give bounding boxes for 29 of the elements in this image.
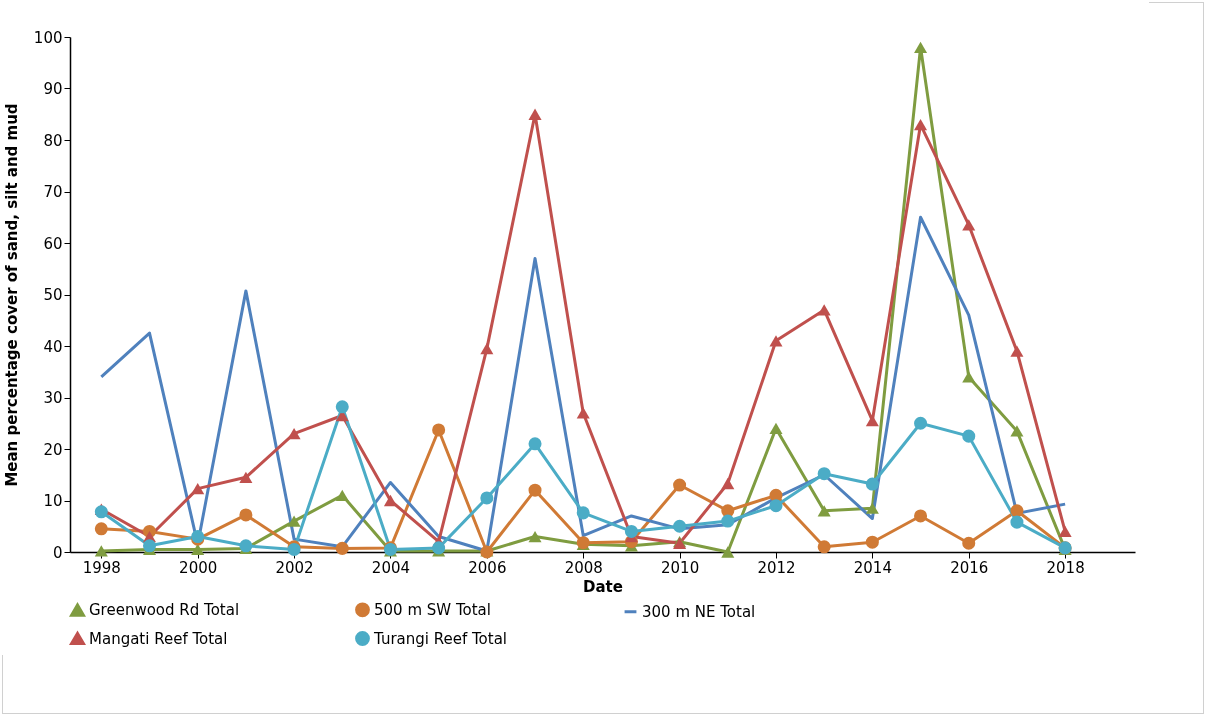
x-tick-label: 2012 xyxy=(757,558,796,577)
x-tick-label: 2004 xyxy=(371,558,411,577)
x-tick-label: 2008 xyxy=(564,558,603,577)
y-tick-label: 90 xyxy=(43,80,63,98)
x-tick-label: 2018 xyxy=(1046,558,1085,577)
y-tick-label: 10 xyxy=(43,492,63,510)
x-axis-title: Date xyxy=(583,577,623,596)
legend-label: Turangi Reef Total xyxy=(373,629,508,648)
y-tick-label: 70 xyxy=(43,183,63,201)
y-tick-label: 30 xyxy=(43,389,63,407)
x-tick-label: 2016 xyxy=(950,558,989,577)
y-tick-label: 20 xyxy=(43,440,63,459)
legend-label: 500 m SW Total xyxy=(374,600,491,619)
x-tick-label: 2000 xyxy=(179,558,218,577)
y-tick-label: 40 xyxy=(43,337,63,356)
x-tick-label: 2010 xyxy=(661,558,700,577)
x-tick-label: 2006 xyxy=(468,558,507,577)
legend-label: 300 m NE Total xyxy=(642,602,756,621)
x-tick-label: 2002 xyxy=(275,558,314,577)
x-tick-label: 2014 xyxy=(853,558,892,577)
legend-label: Greenwood Rd Total xyxy=(89,601,240,620)
y-tick-label: 0 xyxy=(52,543,63,562)
y-tick-label: 100 xyxy=(33,28,63,47)
y-tick-label: 60 xyxy=(43,234,63,253)
y-axis-title: Mean percentage cover of sand, silt and mud xyxy=(2,103,21,487)
legend-label: Mangati Reef Total xyxy=(89,629,228,648)
x-tick-label: 1998 xyxy=(82,558,121,577)
y-tick-label: 80 xyxy=(43,131,63,150)
y-tick-label: 50 xyxy=(43,286,63,304)
